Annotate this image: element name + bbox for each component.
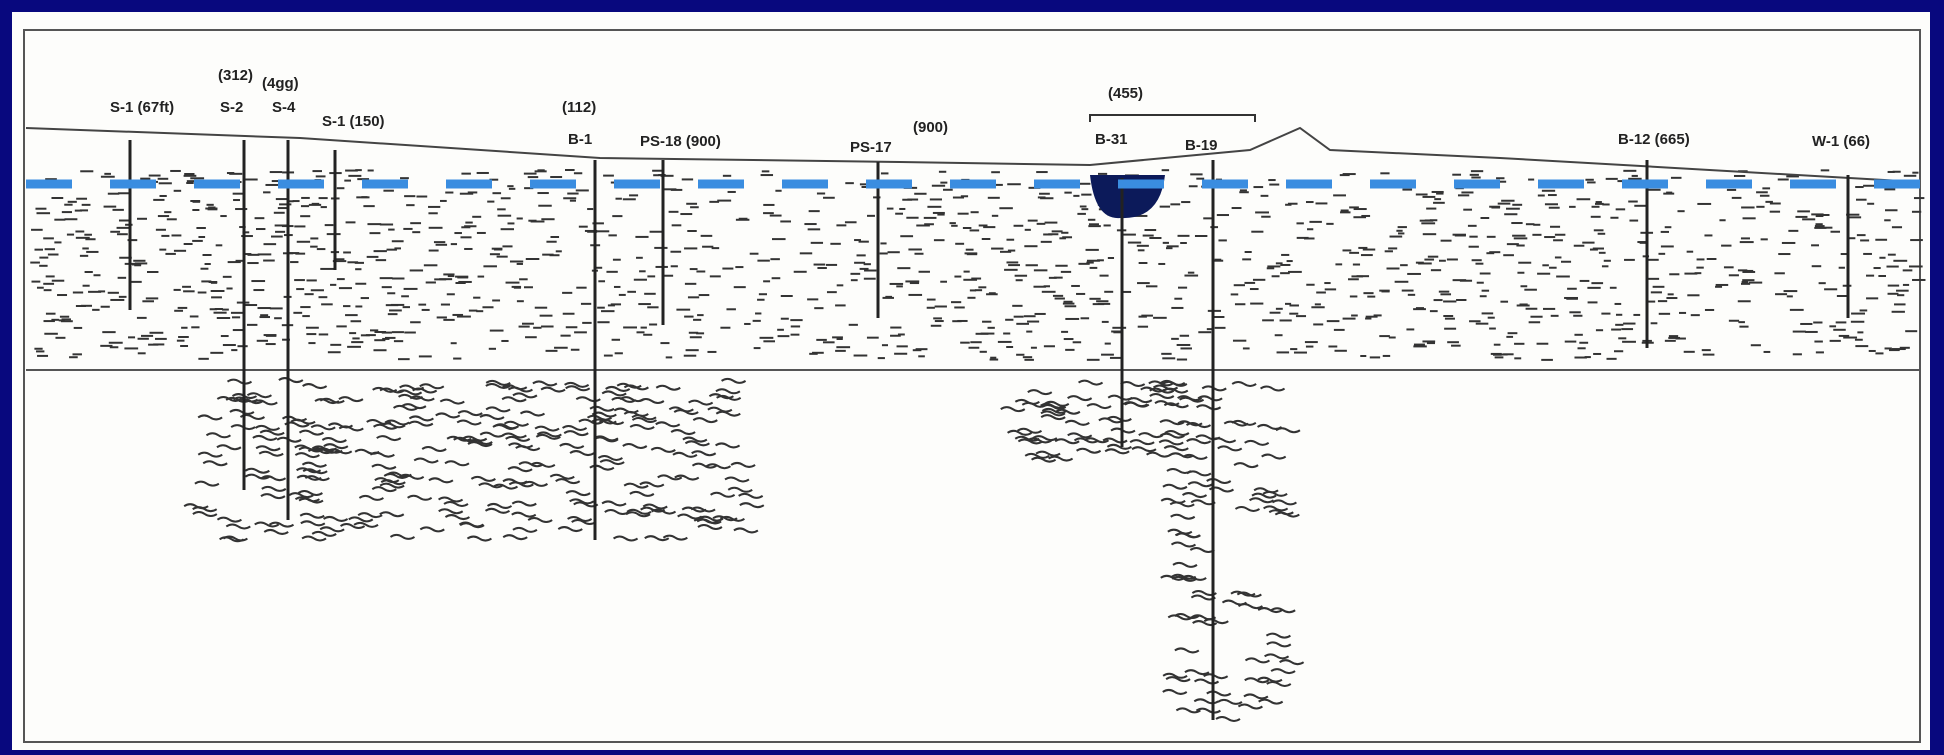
borehole-label: (112) [562, 99, 596, 116]
borehole-label: S-2 [220, 99, 243, 116]
borehole-label: B-19 [1185, 137, 1218, 154]
borehole-label: B-1 [568, 131, 592, 148]
borehole-label: (455) [1108, 85, 1143, 102]
borehole-label: PS-17 [850, 139, 892, 156]
borehole-label: S-1 (67ft) [110, 99, 174, 116]
borehole-label: PS-18 (900) [640, 133, 721, 150]
borehole-label: W-1 (66) [1812, 133, 1870, 150]
borehole-label: B-12 (665) [1618, 131, 1690, 148]
borehole-label: (900) [913, 119, 948, 136]
borehole-label: S-4 [272, 99, 296, 116]
borehole-label: B-31 [1095, 131, 1128, 148]
borehole-label: (312) [218, 67, 253, 84]
borehole-label: (4gg) [262, 75, 299, 92]
borehole-label: S-1 (150) [322, 113, 385, 130]
figure: S-1 (67ft) (312) (4gg) S-2 S-4 S-1 (150) (112)… [0, 0, 1944, 755]
